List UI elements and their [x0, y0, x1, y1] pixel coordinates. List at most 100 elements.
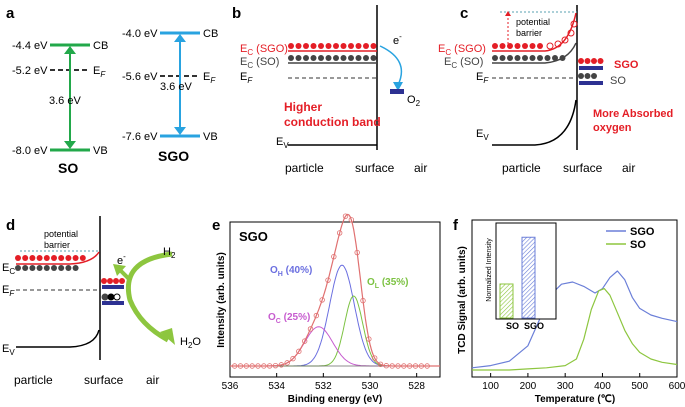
electron-dot	[51, 265, 57, 271]
electron-dot	[552, 55, 558, 61]
electron-label: e-	[117, 252, 126, 267]
y-axis-label: Intensity (arb. units)	[216, 252, 227, 348]
electron-dot	[355, 43, 362, 49]
electron-dot	[58, 255, 65, 261]
electron-dot	[303, 43, 309, 49]
electron-dot	[65, 255, 72, 261]
so-electron-row	[288, 55, 377, 61]
so-title: SO	[58, 160, 78, 176]
data-point	[290, 355, 296, 362]
electron-dot	[29, 265, 36, 271]
electron-dot	[72, 255, 79, 261]
data-point	[313, 312, 320, 319]
x-surface: surface	[84, 373, 124, 387]
adsorbed-electron	[101, 293, 109, 301]
electron-dot	[310, 55, 317, 61]
panel-a: a -4.4 eV -5.2 eV -8.0 eV 3.6 eV CB EF V…	[6, 5, 218, 176]
electron-dot	[310, 43, 317, 49]
x-particle: particle	[14, 373, 53, 387]
x-tick-label: 536	[222, 381, 239, 392]
data-point	[389, 363, 395, 369]
sgo-label: SGO	[614, 59, 639, 71]
electron-dot	[15, 255, 21, 261]
so-vb-label: VB	[93, 145, 108, 157]
x-surface: surface	[563, 161, 603, 175]
sgo-vb-value: -7.6 eV	[122, 131, 158, 143]
x-tick-label: 532	[315, 381, 332, 392]
ef-label: EF	[240, 71, 253, 85]
higher-cb-note-1: Higher	[284, 100, 322, 114]
panel-e: e SGO Intensity (arb. units) Binding ene…	[212, 213, 441, 405]
ol-label: OL (35%)	[367, 277, 409, 290]
electron-dot	[79, 255, 86, 261]
electron-dot	[529, 43, 536, 49]
sgo-gap-arrow-down	[174, 127, 186, 135]
fit-envelope	[230, 213, 440, 367]
inset-x-so: SO	[506, 321, 519, 331]
electron-dot	[492, 43, 498, 49]
ev-band	[492, 99, 577, 146]
x-tick-label: 400	[594, 381, 611, 392]
electron-dot	[514, 55, 521, 61]
plot-frame	[229, 221, 441, 378]
h2o-arrowhead	[160, 328, 175, 345]
electron-dot	[492, 55, 498, 61]
hole-dot	[546, 42, 554, 50]
so-electron-row	[492, 55, 566, 61]
so-cb-value: -4.4 eV	[12, 40, 48, 52]
electron-dot	[348, 55, 354, 61]
data-point	[406, 363, 413, 369]
sgo-electron-row	[288, 43, 377, 49]
so-ef-label: EF	[93, 65, 106, 79]
data-point	[237, 363, 244, 369]
electron-dot	[499, 43, 506, 49]
panel-d-letter: d	[6, 217, 15, 234]
xps-curves	[230, 213, 440, 369]
barrier-arrowhead	[505, 11, 511, 16]
data-point	[325, 277, 331, 283]
h2-reaction-arrow	[125, 251, 173, 343]
data-point	[296, 348, 302, 355]
electron-dot	[43, 255, 50, 261]
sgo-title: SGO	[158, 148, 189, 164]
sgo-gap-value: 3.6 eV	[160, 81, 192, 93]
so-gap-value: 3.6 eV	[49, 95, 81, 107]
electron-dot	[514, 43, 521, 49]
electron-dot	[325, 43, 332, 49]
data-point	[371, 355, 378, 361]
electron-dot	[288, 43, 294, 49]
electron-dot	[544, 55, 551, 61]
electron-dot	[325, 55, 332, 61]
electron-dot	[58, 265, 65, 271]
electron-dot	[507, 55, 513, 61]
component-peak	[230, 295, 440, 367]
data-point	[366, 336, 372, 342]
inset-x-sgo: SGO	[524, 321, 544, 331]
panel-f-letter: f	[453, 217, 459, 234]
so-label: SO	[610, 75, 626, 87]
electron-row-grey	[15, 265, 79, 271]
ec-sgo-label: EC (SGO)	[438, 43, 486, 57]
x-axis-label: Binding energy (eV)	[288, 394, 382, 405]
x-axis-label: Temperature (℃)	[535, 394, 616, 405]
adsorbed-electron	[101, 278, 107, 284]
barrier-label-1: potential	[516, 17, 550, 27]
electron-dot	[22, 265, 29, 271]
so-gap-arrow-down	[64, 141, 76, 149]
electron-dot	[288, 55, 294, 61]
so-ef-value: -5.2 eV	[12, 65, 48, 77]
electron-dot	[363, 43, 369, 49]
data-point	[360, 297, 366, 304]
electron-release-arrow	[118, 268, 132, 282]
sgo-ef-value: -5.6 eV	[122, 71, 158, 83]
ev-label: EV	[276, 136, 289, 150]
ec-so-label: EC (SO)	[240, 56, 279, 70]
h2o-label: H2O	[180, 336, 201, 350]
data-point	[331, 253, 337, 260]
o2-level	[390, 89, 404, 94]
sgo-cb-label: CB	[203, 28, 218, 40]
x-tick-label: 100	[482, 381, 499, 392]
barrier-label-2: barrier	[44, 240, 70, 250]
data-point	[401, 363, 407, 369]
